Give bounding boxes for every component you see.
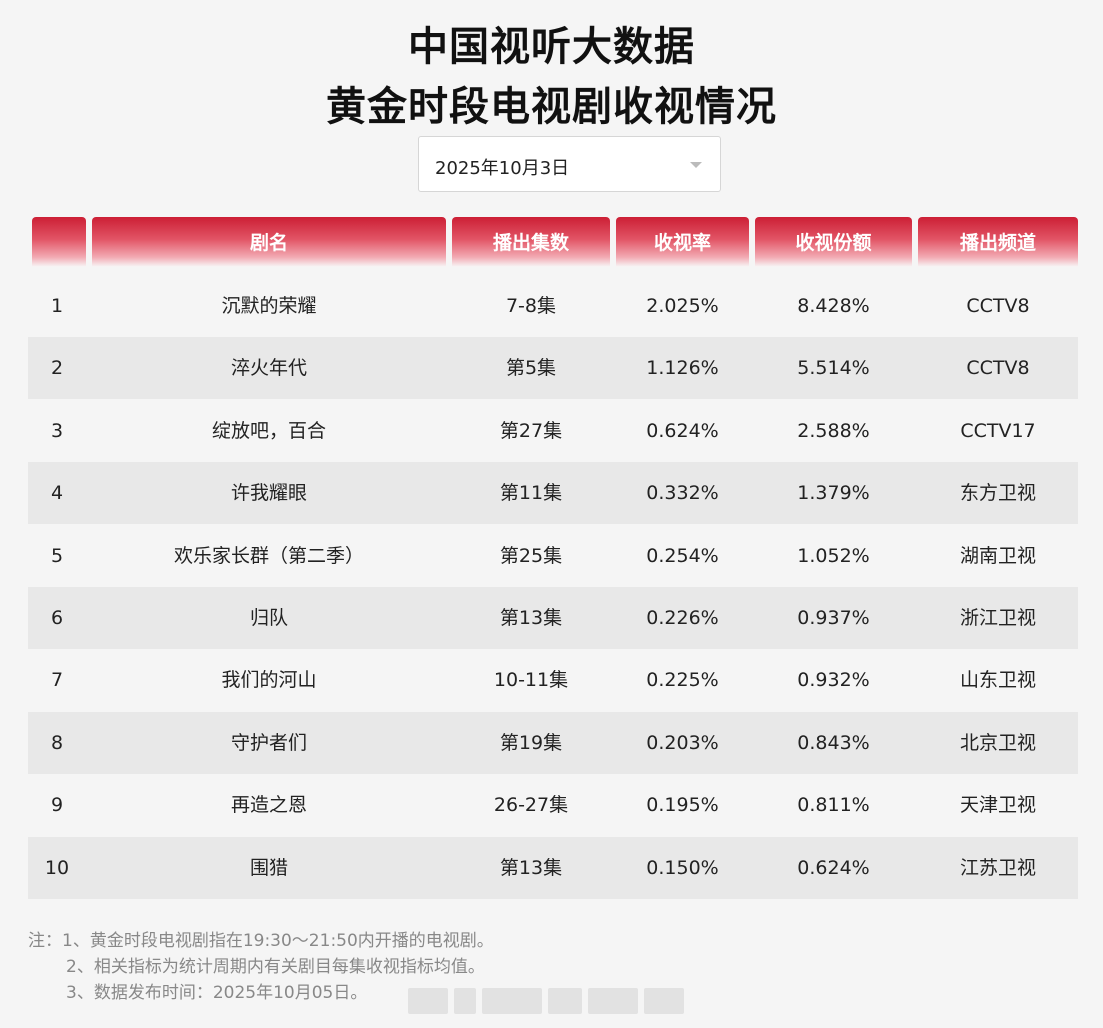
cell-channel: 湖南卫视 (959, 544, 1036, 567)
table-header: 剧名 播出集数 收视率 收视份额 播出频道 (32, 217, 1078, 267)
page-title-line1: 中国视听大数据 (408, 24, 695, 70)
page-title-line2: 黄金时段电视剧收视情况 (326, 84, 777, 130)
cell-share: 0.932% (797, 669, 870, 692)
cell-channel: 天津卫视 (959, 794, 1036, 817)
cell-rank: 8 (50, 731, 64, 754)
cell-episodes: 第13集 (499, 856, 563, 879)
cell-rank: 1 (50, 295, 64, 317)
cell-drama-name: 归队 (249, 607, 288, 629)
cell-episodes: 10-11集 (493, 669, 569, 692)
cell-rating: 0.254% (646, 544, 719, 567)
cell-rating: 0.226% (646, 607, 719, 629)
cell-rank: 9 (50, 794, 64, 817)
table-row: 10 围猎 第13集 0.150% 0.624% 江苏卫视 (28, 836, 1078, 899)
table-row: 6 归队 第13集 0.226% 0.937% 浙江卫视 (28, 587, 1078, 649)
header-rank (32, 217, 86, 267)
date-select[interactable]: 2025年10月3日 (418, 136, 721, 192)
cell-episodes: 第19集 (499, 731, 563, 754)
cell-drama-name: 欢乐家长群（第二季） (173, 544, 364, 567)
table-row: 5 欢乐家长群（第二季） 第25集 0.254% 1.052% 湖南卫视 (28, 524, 1078, 587)
header-channel: 播出频道 (918, 217, 1078, 267)
cell-rating: 0.225% (646, 669, 719, 692)
cell-share: 5.514% (797, 357, 870, 380)
cell-share: 0.937% (797, 607, 870, 629)
cell-share: 2.588% (797, 419, 870, 442)
cell-episodes: 第5集 (505, 357, 557, 380)
table-row: 1 沉默的荣耀 7-8集 2.025% 8.428% CCTV8 (28, 275, 1078, 337)
date-select-value: 2025年10月3日 (435, 158, 570, 179)
cell-episodes: 第13集 (499, 607, 563, 629)
header-episodes: 播出集数 (452, 217, 610, 267)
cell-share: 0.843% (797, 731, 870, 754)
table-row: 8 守护者们 第19集 0.203% 0.843% 北京卫视 (28, 711, 1078, 774)
cell-rating: 1.126% (646, 357, 719, 380)
header-drama-name: 剧名 (92, 217, 446, 267)
cell-drama-name: 我们的河山 (221, 669, 317, 692)
cell-share: 1.052% (797, 544, 870, 567)
cell-share: 0.811% (797, 794, 870, 817)
table-row: 3 绽放吧，百合 第27集 0.624% 2.588% CCTV17 (28, 399, 1078, 462)
chevron-down-icon[interactable] (690, 162, 702, 168)
footnote-3: 3、数据发布时间：2025年10月05日。 (66, 983, 368, 1003)
cell-rank: 3 (50, 419, 64, 442)
header-rating: 收视率 (616, 217, 749, 267)
cell-channel: 山东卫视 (959, 669, 1036, 692)
cell-drama-name: 许我耀眼 (230, 482, 307, 505)
cell-drama-name: 沉默的荣耀 (221, 295, 317, 317)
cell-channel: CCTV8 (966, 357, 1030, 380)
cell-rating: 0.203% (646, 731, 719, 754)
cell-drama-name: 淬火年代 (230, 357, 307, 380)
cell-episodes: 第11集 (499, 482, 563, 505)
cell-rank: 10 (44, 856, 70, 879)
cell-share: 8.428% (797, 295, 870, 317)
cell-channel: 浙江卫视 (959, 607, 1036, 629)
cell-share: 0.624% (797, 856, 870, 879)
footnote-2: 2、相关指标为统计周期内有关剧目每集收视指标均值。 (66, 957, 485, 977)
cell-channel: 北京卫视 (959, 731, 1036, 754)
footnote-1: 注：1、黄金时段电视剧指在19:30～21:50内开播的电视剧。 (28, 931, 494, 951)
cell-rating: 0.150% (646, 856, 719, 879)
cell-channel: CCTV17 (960, 419, 1036, 442)
cell-rating: 0.624% (646, 419, 719, 442)
table-row: 7 我们的河山 10-11集 0.225% 0.932% 山东卫视 (28, 649, 1078, 712)
cell-rank: 7 (50, 669, 64, 692)
cell-rank: 4 (50, 482, 64, 505)
cell-channel: CCTV8 (966, 295, 1030, 317)
table-row: 2 淬火年代 第5集 1.126% 5.514% CCTV8 (28, 337, 1078, 400)
cell-channel: 江苏卫视 (959, 856, 1036, 879)
cell-drama-name: 再造之恩 (230, 794, 307, 817)
watermark-image (408, 986, 684, 1016)
cell-share: 1.379% (797, 482, 870, 505)
footnotes: 注：1、黄金时段电视剧指在19:30～21:50内开播的电视剧。 2、相关指标为… (28, 928, 494, 1006)
cell-rating: 0.195% (646, 794, 719, 817)
cell-rating: 2.025% (646, 295, 719, 317)
cell-drama-name: 绽放吧，百合 (211, 419, 326, 442)
cell-episodes: 7-8集 (505, 295, 557, 317)
cell-drama-name: 守护者们 (230, 731, 307, 754)
cell-rank: 2 (50, 357, 64, 380)
cell-rating: 0.332% (646, 482, 719, 505)
table-row: 4 许我耀眼 第11集 0.332% 1.379% 东方卫视 (28, 462, 1078, 525)
cell-drama-name: 围猎 (249, 856, 288, 879)
table-row: 9 再造之恩 26-27集 0.195% 0.811% 天津卫视 (28, 774, 1078, 837)
cell-channel: 东方卫视 (959, 482, 1036, 505)
cell-episodes: 26-27集 (493, 794, 569, 817)
header-share: 收视份额 (755, 217, 912, 267)
cell-rank: 6 (50, 607, 64, 629)
cell-rank: 5 (50, 544, 64, 567)
cell-episodes: 第27集 (499, 419, 563, 442)
cell-episodes: 第25集 (499, 544, 563, 567)
